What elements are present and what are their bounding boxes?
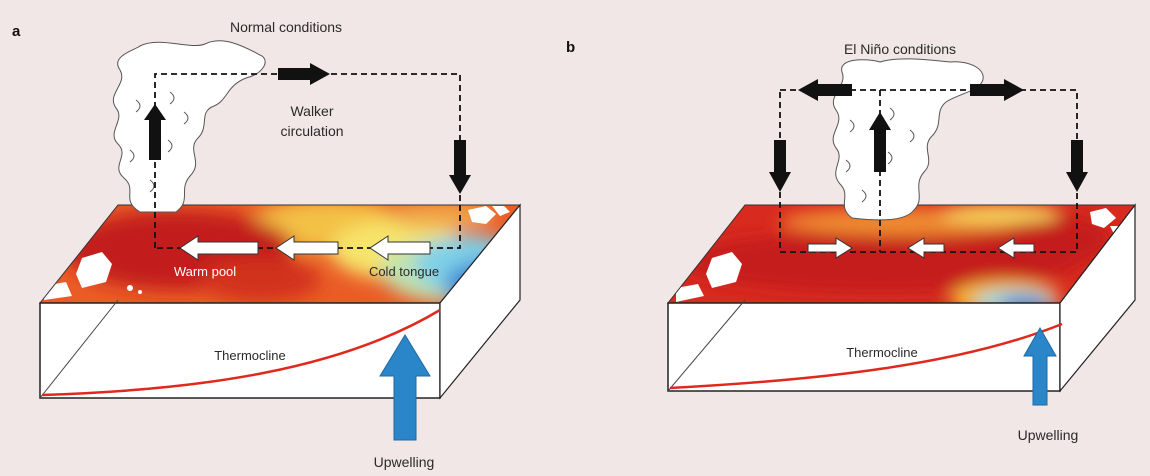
panel-a-circulation-label-2: circulation xyxy=(280,123,343,139)
panel-a-trade-wind-arrows xyxy=(179,235,431,261)
panel-a-upwelling-arrow-icon xyxy=(379,334,431,441)
wind-arrow-icon xyxy=(907,237,945,259)
panel-a-ocean-box xyxy=(39,302,441,399)
panel-a-cold-label: Cold tongue xyxy=(369,264,439,279)
wind-arrow-icon xyxy=(807,237,853,259)
panel-a-circulation-label-1: Walker xyxy=(290,103,333,119)
panel-b: b El Niño conditions xyxy=(566,39,1137,443)
panel-b-cloud-icon xyxy=(832,58,984,221)
panel-a-east-arrow-icon xyxy=(278,63,330,85)
panel-b-title: El Niño conditions xyxy=(844,41,956,57)
wind-arrow-icon xyxy=(275,235,339,261)
panel-a-rising-arrow-icon xyxy=(144,104,166,160)
panel-b-letter: b xyxy=(566,39,575,56)
panel-a-sinking-arrow-icon xyxy=(449,140,471,194)
panel-a-warm-label: Warm pool xyxy=(174,264,236,279)
panel-a-letter: a xyxy=(12,23,21,40)
wind-arrow-icon xyxy=(369,235,431,261)
panel-b-upwelling-arrow-icon xyxy=(1023,326,1057,406)
wind-arrow-icon xyxy=(179,235,259,261)
panel-b-circulation-loop-icon xyxy=(779,89,1078,253)
panel-a-upwelling-label: Upwelling xyxy=(374,454,435,470)
panel-a-cloud-icon xyxy=(113,40,266,213)
panel-a: a Normal conditions xyxy=(12,19,522,470)
panel-b-thermocline-label: Thermocline xyxy=(846,345,918,360)
panel-a-title: Normal conditions xyxy=(230,19,342,35)
panel-b-upwelling-label: Upwelling xyxy=(1018,427,1079,443)
panel-b-sinking-arrow-east-icon xyxy=(1066,140,1088,192)
panel-b-rising-arrow-icon xyxy=(869,112,891,172)
land-mass-icon xyxy=(44,206,510,300)
land-mass-icon xyxy=(676,208,1126,302)
panel-b-surface-wind-arrows xyxy=(807,237,1035,259)
panel-b-west-arrow-icon xyxy=(798,79,852,101)
panel-b-thermocline-line xyxy=(669,322,1063,390)
wind-arrow-icon xyxy=(997,237,1035,259)
panel-b-east-arrow-icon xyxy=(970,79,1024,101)
panel-a-thermocline-line xyxy=(41,308,441,397)
panel-a-thermocline-label: Thermocline xyxy=(214,348,286,363)
panel-b-sinking-arrow-west-icon xyxy=(769,140,791,192)
